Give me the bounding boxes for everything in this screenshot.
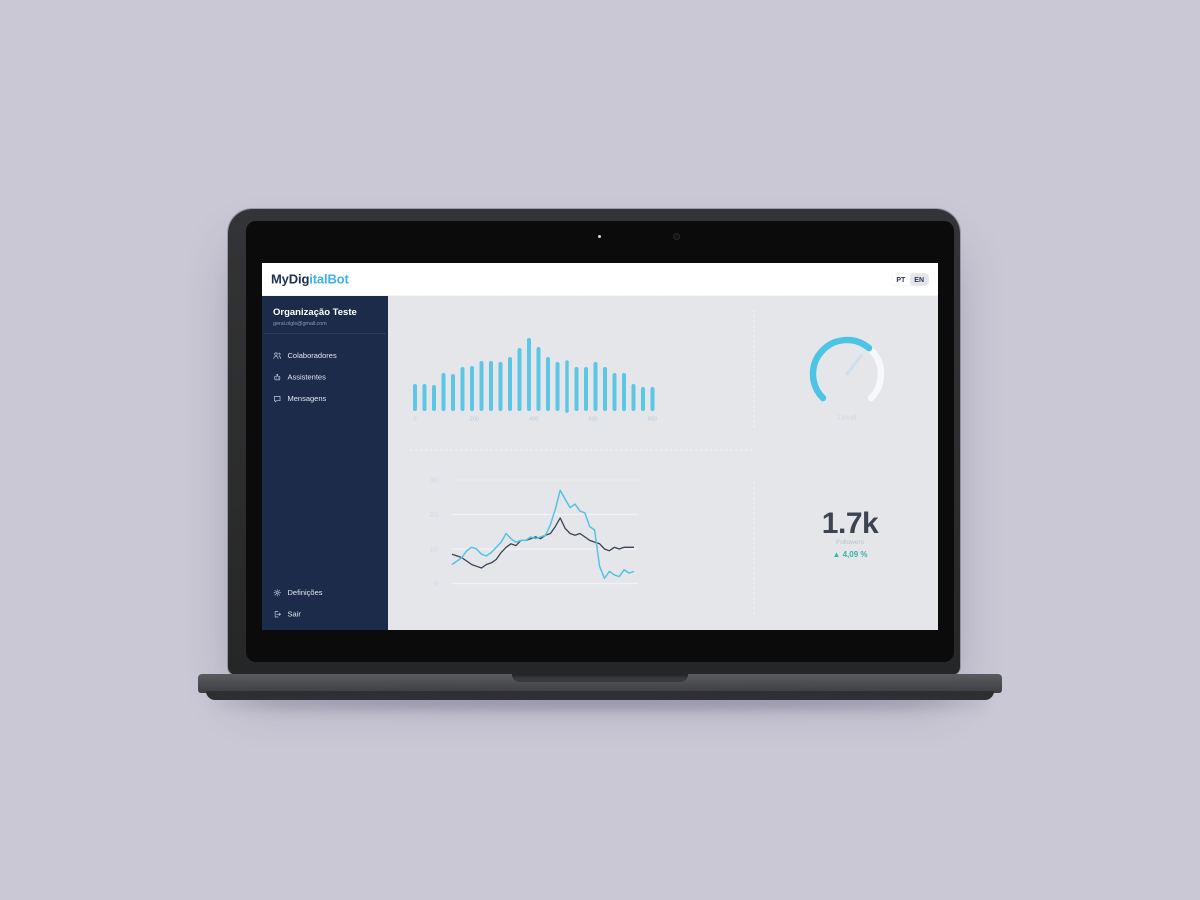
webcam-icon xyxy=(674,234,679,239)
sidebar-item-definicoes[interactable]: Definições xyxy=(262,584,388,602)
svg-text:0: 0 xyxy=(434,579,438,588)
users-icon xyxy=(273,352,282,360)
line-chart xyxy=(451,489,635,580)
stat-label: Followers xyxy=(836,539,865,546)
svg-text:0: 0 xyxy=(413,417,416,423)
stat-value: 1.7k xyxy=(822,507,879,540)
org-block: Organização Teste geral.olgls@gmail.com xyxy=(265,296,385,334)
lang-button-pt[interactable]: PT xyxy=(896,275,906,284)
org-name: Organização Teste xyxy=(273,307,357,318)
sidebar-footer: Definições Sair xyxy=(262,584,388,630)
dashboard-canvas: 0 200 400 600 800 30 20 10 0 Level 1.7k Followe… xyxy=(410,310,885,614)
app-logo: MyDigitalBot xyxy=(271,272,349,288)
gear-icon xyxy=(273,589,281,597)
laptop-base-lip xyxy=(206,691,994,700)
language-switch: PT EN xyxy=(891,272,929,286)
svg-text:20: 20 xyxy=(430,510,438,519)
svg-text:400: 400 xyxy=(529,417,538,423)
followers-stat: 1.7k Followers ▲ 4,09 % xyxy=(822,507,880,559)
sidebar-item-mensagens[interactable]: Mensagens xyxy=(262,390,388,408)
bar-x-axis: 0 200 400 600 800 xyxy=(413,417,657,423)
section-dividers xyxy=(410,310,755,614)
sidebar-item-label: Colaboradores xyxy=(287,351,337,361)
sidebar-item-label: Sair xyxy=(287,610,301,619)
robot-icon xyxy=(274,373,281,381)
org-email: geral.olgls@gmail.com xyxy=(273,320,327,327)
sidebar-item-label: Definições xyxy=(287,588,323,598)
laptop-shadow xyxy=(212,698,988,708)
app-header: MyDigitalBot PT EN xyxy=(262,263,938,296)
sidebar-item-label: Mensagens xyxy=(287,394,327,404)
gauge-chart xyxy=(809,336,885,402)
camera-indicator-light xyxy=(598,235,601,238)
sidebar-item-assistentes[interactable]: Assistentes xyxy=(262,369,388,387)
sidebar: Organização Teste geral.olgls@gmail.com … xyxy=(262,296,388,630)
svg-text:30: 30 xyxy=(430,476,438,485)
stat-delta-badge: ▲ 4,09 % xyxy=(832,550,867,559)
laptop-base xyxy=(198,674,1002,693)
gauge-label: Level xyxy=(837,413,856,422)
svg-text:200: 200 xyxy=(470,417,479,423)
logout-icon xyxy=(274,611,281,618)
sidebar-item-label: Assistentes xyxy=(287,373,326,382)
dashboard-main: 0 200 400 600 800 30 20 10 0 Level 1.7k Followe… xyxy=(388,296,938,630)
lang-button-en[interactable]: EN xyxy=(909,273,929,286)
logo-secondary-text: italBot xyxy=(309,271,349,287)
svg-text:600: 600 xyxy=(589,417,598,423)
line-chart-grid xyxy=(452,479,638,585)
svg-text:10: 10 xyxy=(430,545,438,554)
logo-primary-text: MyDig xyxy=(271,271,310,287)
sidebar-nav: Colaboradores Assistentes Mensagens xyxy=(262,347,388,408)
svg-text:800: 800 xyxy=(648,417,657,423)
chat-icon xyxy=(274,396,281,403)
line-chart-yaxis: 30 20 10 0 xyxy=(430,476,438,588)
sidebar-item-colaboradores[interactable]: Colaboradores xyxy=(262,347,388,365)
bar-chart xyxy=(413,338,655,413)
sidebar-item-sair[interactable]: Sair xyxy=(262,606,388,624)
screen: MyDigitalBot PT EN Organização Teste ger… xyxy=(262,263,938,630)
laptop-hinge-notch xyxy=(512,674,688,682)
